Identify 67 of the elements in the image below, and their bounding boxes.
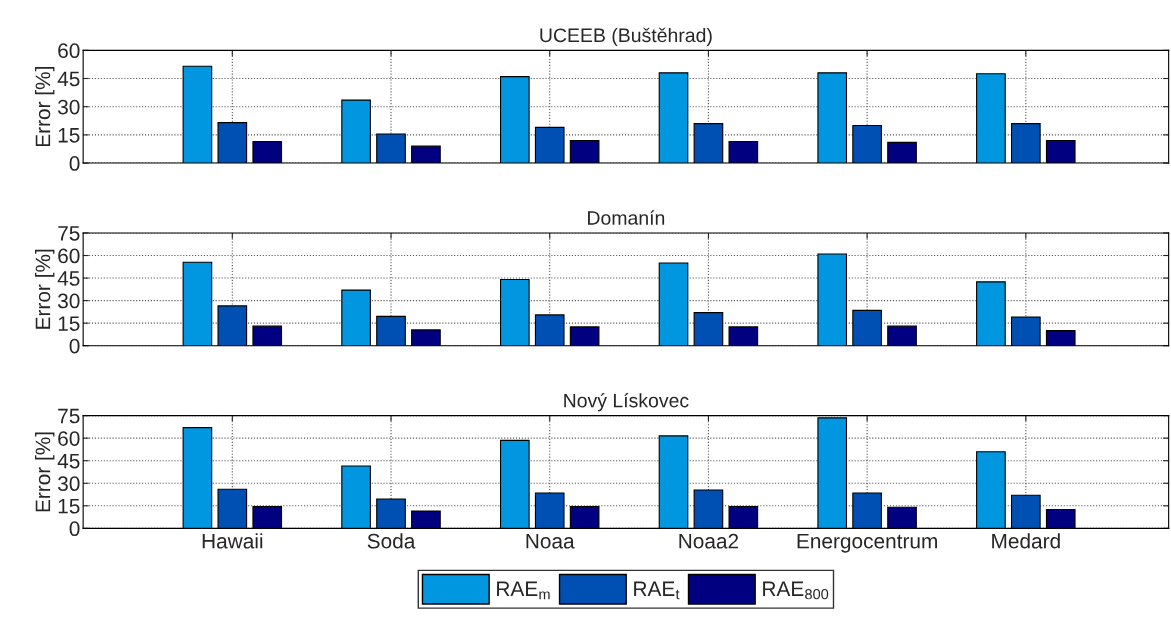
y-tick-label: 15 [58,499,80,514]
bar [499,279,530,346]
bar [217,488,248,529]
bar [728,326,759,346]
bar [728,506,759,529]
y-tick-label: 0 [69,521,80,537]
bar [976,451,1006,529]
x-tick-label: Soda [367,533,416,549]
y-tick-label: 15 [58,128,80,143]
y-tick-label: 45 [57,271,80,286]
bar [852,309,882,346]
x-tick-label: Noaa2 [679,533,739,549]
x-tick-label: Hawaii [202,533,263,549]
bar [341,289,371,346]
bar [217,305,248,346]
bar [182,261,213,346]
y-tick-label: 75 [58,408,80,424]
x-tick-label: Energocentrum [797,533,937,553]
bar [817,253,848,346]
legend-label: RAE$_{m}$ [497,581,550,600]
y-tick-label: 60 [58,43,80,59]
bar [1010,494,1041,529]
chart-title: Domanín [588,210,665,225]
bar [341,465,371,529]
bar [534,314,565,346]
bar [252,506,283,529]
bar [693,489,724,529]
chart-title: UCEEB (Buštěhrad) [540,27,712,47]
bar [658,262,689,346]
bar [252,325,283,346]
bar [411,329,441,346]
bar [887,506,917,529]
bar [569,326,600,346]
y-tick-label: 75 [58,226,80,241]
x-tick-label: Medard [992,533,1060,549]
bar [852,492,882,529]
x-tick-label: Noaa [526,533,575,549]
bar [976,281,1006,346]
chart-title: Nový Lískovec [564,392,689,412]
legend-label: RAE$_{t}$ [634,581,680,600]
bar [411,510,441,529]
bar [376,315,406,346]
bar [499,439,530,529]
bar [1045,509,1076,529]
bar [534,492,565,529]
y-tick-label: 45 [57,453,80,469]
bar [182,427,213,529]
bar [693,312,724,346]
bar [569,506,600,529]
y-tick-label: 15 [58,316,80,331]
bar [1010,316,1041,346]
bar [658,435,689,529]
legend-label: RAE$_{800}$ [763,581,829,600]
y-tick-label: 30 [57,476,80,492]
y-tick-label: 0 [69,338,80,354]
bar [376,498,406,529]
y-tick-label: 30 [57,293,80,309]
bar [887,325,917,346]
bar [1045,330,1076,346]
y-axis-title: Error [%] [34,432,55,512]
y-tick-label: 60 [58,431,80,446]
y-axis-title: Error [%] [34,249,55,329]
y-axis-title: Error [%] [34,67,55,147]
y-tick-label: 60 [58,248,80,264]
y-tick-label: 0 [69,156,80,171]
y-tick-label: 30 [57,99,80,115]
y-tick-label: 45 [57,71,80,87]
